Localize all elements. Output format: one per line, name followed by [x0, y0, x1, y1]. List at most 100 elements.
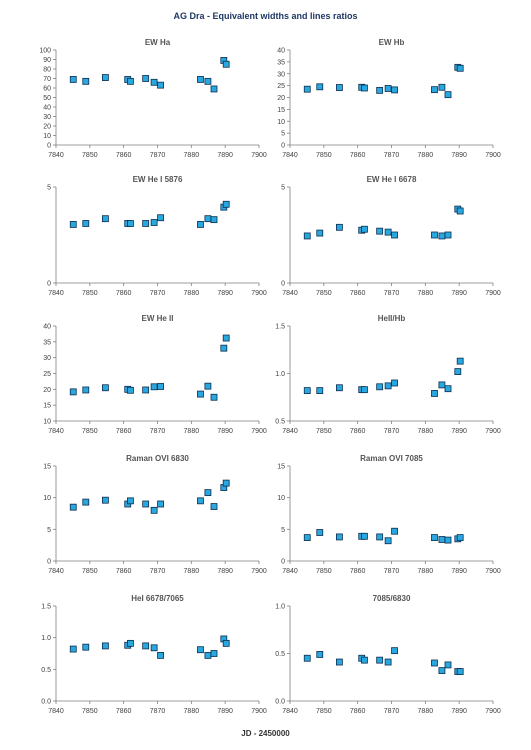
data-point	[391, 647, 398, 655]
data-point	[391, 527, 398, 535]
x-tick-label: 7900	[485, 290, 501, 297]
data-point	[438, 232, 446, 240]
data-point	[384, 658, 392, 666]
y-tick-label: 1.5	[275, 324, 285, 331]
y-tick-label: 20	[277, 95, 285, 102]
x-tick-label: 7880	[184, 290, 200, 297]
x-tick-label: 7880	[418, 708, 434, 715]
chart-panel: EW He I 6678 0 5 7840 7850 7860 7870 7880 7890 79…	[281, 175, 501, 297]
data-point	[316, 651, 324, 658]
x-tick-label: 7850	[316, 290, 332, 297]
data-point	[101, 74, 109, 81]
data-point	[361, 84, 368, 92]
y-tick-label: 35	[277, 59, 285, 66]
data-point	[82, 220, 90, 227]
y-tick-label: 50	[43, 95, 51, 102]
data-point	[335, 384, 343, 392]
data-point	[316, 529, 324, 536]
y-tick-label: 0	[47, 281, 51, 288]
data-point	[197, 646, 204, 654]
data-point	[69, 503, 77, 511]
data-point	[456, 668, 464, 675]
x-tick-label: 7860	[350, 290, 366, 297]
data-point	[376, 533, 384, 541]
chart-title: HeII/Hb	[378, 314, 406, 323]
y-tick-label: 30	[43, 114, 51, 121]
y-tick-label: 0.0	[275, 699, 285, 706]
y-tick-label: 0	[47, 559, 51, 566]
x-tick-label: 7840	[282, 152, 298, 159]
data-point	[210, 650, 218, 657]
y-tick-label: 1.0	[275, 604, 285, 611]
chart-title: Raman OVI 7085	[360, 454, 423, 463]
data-point	[157, 652, 164, 659]
data-point	[69, 388, 77, 396]
x-tick-label: 7870	[150, 152, 166, 159]
chart-panel: 7085/6830 0.0 0.5 1.0 7840 7850 7860 7870 7880 78…	[275, 594, 501, 715]
chart-panel: HeII/Hb 0.5 1.0 1.5 7840 7850 7860 7870 7880 7890…	[275, 314, 501, 435]
y-tick-label: 0	[281, 281, 285, 288]
y-tick-label: 5	[281, 527, 285, 534]
x-tick-label: 7880	[418, 290, 434, 297]
data-point	[335, 84, 343, 91]
y-tick-label: 40	[43, 105, 51, 112]
data-point	[456, 357, 464, 365]
data-point	[444, 536, 452, 544]
data-point	[384, 537, 392, 545]
data-point	[222, 60, 230, 68]
y-tick-label: 10	[43, 495, 51, 502]
data-point	[127, 497, 134, 505]
data-point	[303, 85, 311, 93]
data-point	[210, 216, 218, 224]
y-tick-label: 15	[277, 107, 285, 114]
data-point	[431, 659, 438, 667]
x-tick-label: 7900	[485, 152, 501, 159]
data-point	[142, 642, 150, 650]
x-tick-label: 7900	[485, 708, 501, 715]
x-tick-label: 7850	[82, 152, 98, 159]
x-tick-label: 7900	[251, 428, 267, 435]
data-point	[222, 200, 230, 208]
y-tick-label: 10	[43, 133, 51, 140]
data-point	[316, 83, 324, 91]
data-point	[197, 497, 204, 505]
chart-panel: EW Ha 0 10 20 30 40 50 60 70 80 90 100 7840 7850 7860 7…	[39, 38, 267, 159]
data-point	[222, 334, 230, 342]
y-tick-label: 35	[43, 339, 51, 346]
x-tick-label: 7870	[384, 152, 400, 159]
data-point	[150, 506, 158, 514]
x-tick-label: 7900	[485, 568, 501, 575]
y-tick-label: 20	[43, 124, 51, 131]
data-point	[444, 231, 452, 239]
data-point	[303, 534, 311, 541]
data-point	[210, 393, 218, 401]
chart-title: EW Ha	[145, 38, 171, 47]
x-tick-label: 7880	[184, 428, 200, 435]
chart-title: EW He II	[141, 314, 173, 323]
x-tick-label: 7840	[282, 568, 298, 575]
data-point	[456, 207, 464, 215]
y-tick-label: 0.5	[275, 651, 285, 658]
data-point	[204, 215, 212, 223]
data-point	[391, 379, 398, 387]
x-tick-label: 7840	[282, 290, 298, 297]
data-point	[438, 381, 446, 389]
data-point	[204, 489, 212, 497]
y-tick-label: 20	[43, 387, 51, 394]
data-point	[157, 214, 164, 222]
y-tick-label: 5	[47, 527, 51, 534]
chart-panel: HeI 6678/7065 0.0 0.5 1.0 1.5 7840 7850 7860 787…	[41, 594, 267, 715]
data-point	[197, 221, 204, 228]
x-tick-label: 7840	[48, 568, 64, 575]
x-tick-label: 7870	[150, 708, 166, 715]
y-tick-label: 25	[277, 83, 285, 90]
x-tick-label: 7850	[316, 568, 332, 575]
chart-title: EW He I 6678	[367, 175, 417, 184]
x-tick-label: 7860	[350, 708, 366, 715]
x-tick-label: 7870	[384, 290, 400, 297]
y-tick-label: 1.5	[41, 604, 51, 611]
x-tick-label: 7850	[82, 290, 98, 297]
y-tick-label: 0	[47, 143, 51, 150]
data-point	[376, 86, 384, 94]
x-tick-label: 7840	[48, 708, 64, 715]
